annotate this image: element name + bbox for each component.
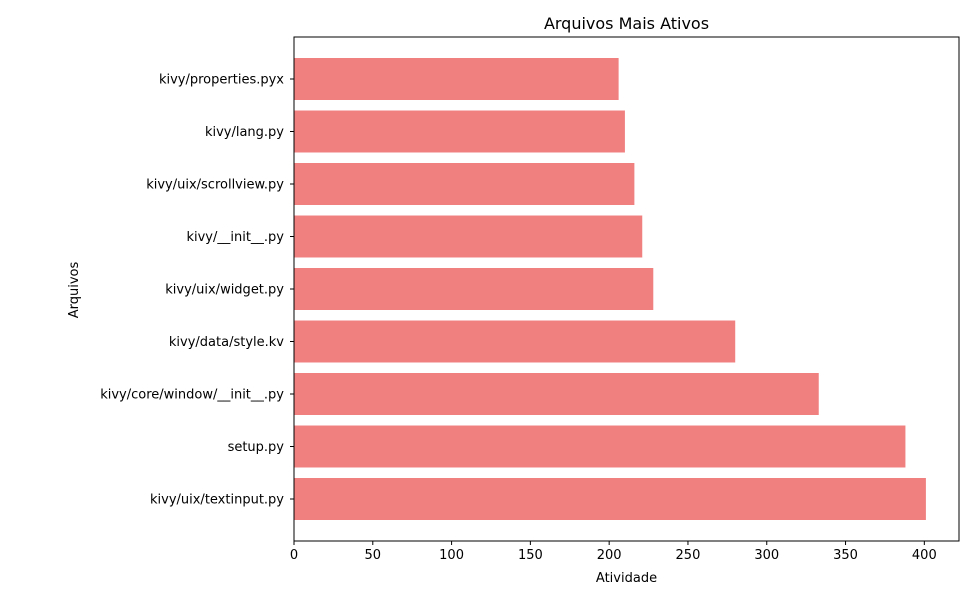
- plot-frame: [293, 36, 960, 542]
- bar: [294, 163, 635, 205]
- x-tick-label: 400: [912, 548, 937, 563]
- x-tick-label: 100: [439, 548, 464, 563]
- y-tick-label: setup.py: [228, 440, 285, 455]
- bar: [294, 110, 625, 153]
- chart-title: Arquivos Mais Ativos: [544, 14, 709, 33]
- x-tick-label: 50: [365, 548, 382, 563]
- bar: [294, 373, 819, 415]
- y-tick-label: kivy/uix/widget.py: [165, 283, 284, 298]
- y-ticks: kivy/properties.pyx kivy/lang.py kivy/uix/…: [100, 73, 294, 508]
- bar: [294, 58, 619, 100]
- bar: [294, 215, 643, 258]
- y-tick-label: kivy/uix/scrollview.py: [146, 178, 284, 193]
- bar: [294, 425, 906, 468]
- y-axis-label: Arquivos: [67, 262, 82, 319]
- x-tick-label: 250: [676, 548, 701, 563]
- x-tick-label: 300: [754, 548, 779, 563]
- y-tick-label: kivy/core/window/__init__.py: [100, 388, 284, 403]
- x-tick-label: 350: [833, 548, 858, 563]
- x-tick-label: 150: [518, 548, 543, 563]
- bar: [294, 320, 736, 363]
- x-tick-label: 0: [290, 548, 298, 563]
- bar: [294, 268, 654, 310]
- bars-group: [294, 58, 926, 520]
- x-axis-label: Atividade: [596, 571, 657, 586]
- y-tick-label: kivy/lang.py: [205, 125, 284, 140]
- y-tick-label: kivy/uix/textinput.py: [150, 493, 284, 508]
- x-ticks: 0 50 100 150 200 250 300 350 400: [290, 541, 937, 563]
- y-tick-label: kivy/__init__.py: [186, 230, 284, 245]
- y-tick-label: kivy/properties.pyx: [159, 73, 284, 88]
- bar: [294, 478, 926, 520]
- y-tick-label: kivy/data/style.kv: [169, 335, 284, 350]
- x-tick-label: 200: [597, 548, 622, 563]
